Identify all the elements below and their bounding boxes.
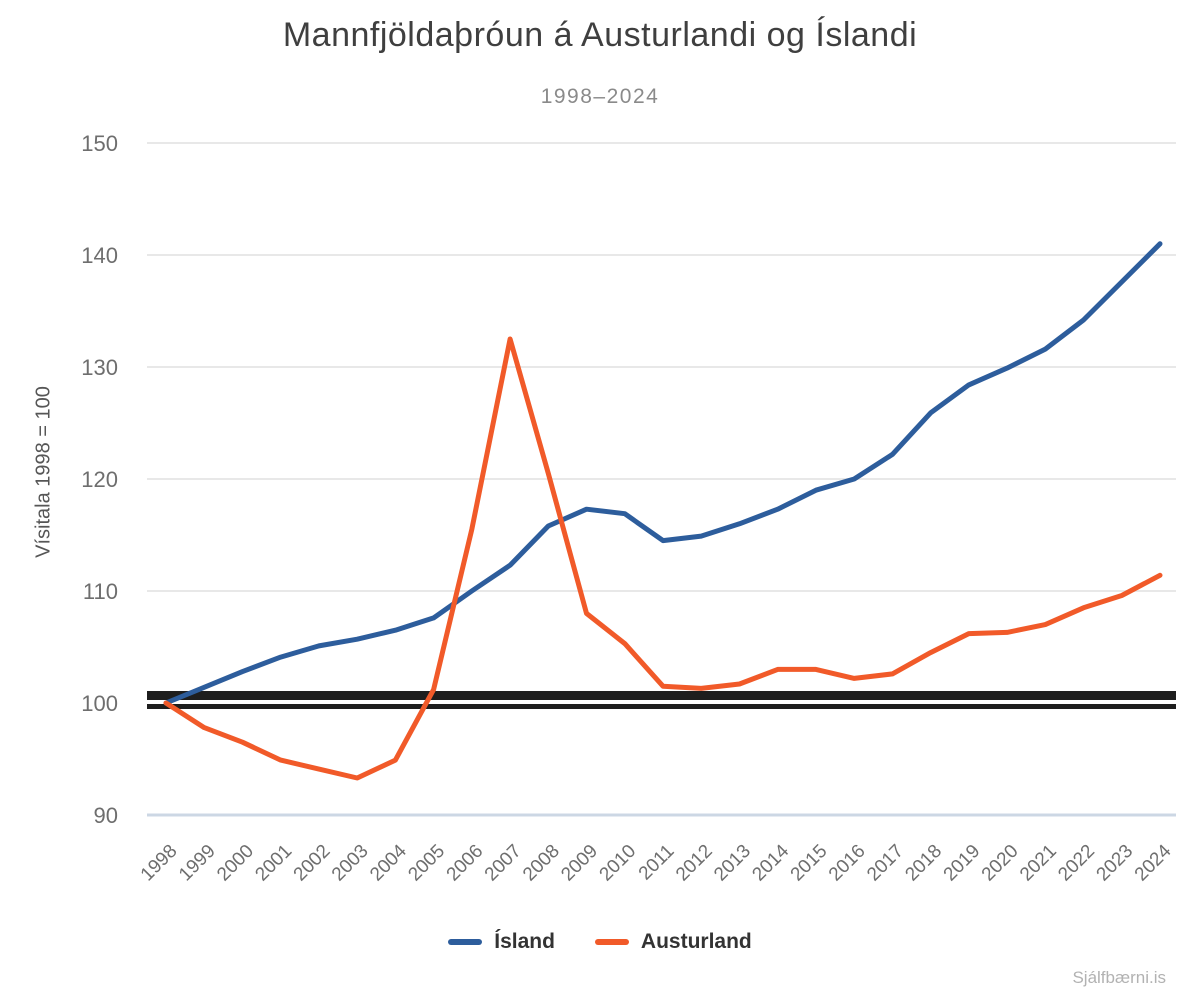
x-tick-label-2015: 2015	[787, 841, 832, 886]
austurland-line-swatch	[594, 939, 629, 945]
chart-legend: Ísland Austurland	[0, 922, 1200, 962]
y-tick-label-150: 150	[81, 131, 118, 156]
x-tick-label-2006: 2006	[443, 841, 488, 886]
legend-item-austurland: Austurland	[594, 930, 752, 954]
x-tick-label-2018: 2018	[901, 841, 946, 886]
x-tick-label-2011: 2011	[635, 841, 679, 885]
x-tick-label-2016: 2016	[825, 841, 870, 886]
x-tick-label-2002: 2002	[290, 841, 335, 886]
x-tick-label-2008: 2008	[519, 841, 564, 886]
x-tick-label-1999: 1999	[175, 841, 220, 886]
x-tick-label-2024: 2024	[1131, 840, 1176, 885]
x-tick-label-2004: 2004	[366, 840, 411, 885]
y-tick-label-90: 90	[94, 803, 118, 828]
x-tick-label-2017: 2017	[863, 841, 908, 886]
y-tick-label-110: 110	[83, 579, 118, 604]
series-line-ísland	[163, 241, 1163, 706]
x-tick-label-2007: 2007	[481, 841, 526, 886]
x-tick-label-2003: 2003	[328, 841, 373, 886]
x-tick-label-2022: 2022	[1054, 841, 1099, 886]
x-tick-label-2010: 2010	[596, 841, 641, 886]
series-line-austurland	[163, 336, 1163, 781]
y-tick-label-130: 130	[81, 355, 118, 380]
watermark: Sjálfbærni.is	[1072, 968, 1166, 987]
legend-label-austurland: Austurland	[640, 930, 752, 953]
x-tick-label-2013: 2013	[710, 841, 755, 886]
x-tick-label-2020: 2020	[978, 841, 1023, 886]
island-line-swatch	[448, 939, 483, 945]
x-tick-label-2019: 2019	[940, 841, 985, 886]
y-tick-label-140: 140	[81, 243, 118, 268]
legend-label-island: Ísland	[494, 930, 555, 953]
x-tick-label-2009: 2009	[557, 841, 602, 886]
chart-title: Mannfjöldaþróun á Austurlandi og Íslandi	[282, 16, 918, 54]
x-tick-label-2000: 2000	[213, 841, 258, 886]
x-tick-label-2014: 2014	[748, 840, 793, 885]
x-tick-label-2021: 2021	[1016, 841, 1061, 886]
x-tick-label-2012: 2012	[672, 841, 717, 886]
x-tick-label-2001: 2001	[251, 841, 296, 886]
legend-item-island: Ísland	[448, 930, 555, 954]
y-tick-label-120: 120	[81, 467, 118, 492]
x-tick-label-2023: 2023	[1093, 841, 1138, 886]
chart-subtitle: 1998–2024	[540, 85, 660, 108]
x-tick-label-2005: 2005	[404, 841, 449, 886]
y-tick-label-100: 100	[81, 691, 118, 716]
x-tick-label-1998: 1998	[137, 841, 182, 886]
